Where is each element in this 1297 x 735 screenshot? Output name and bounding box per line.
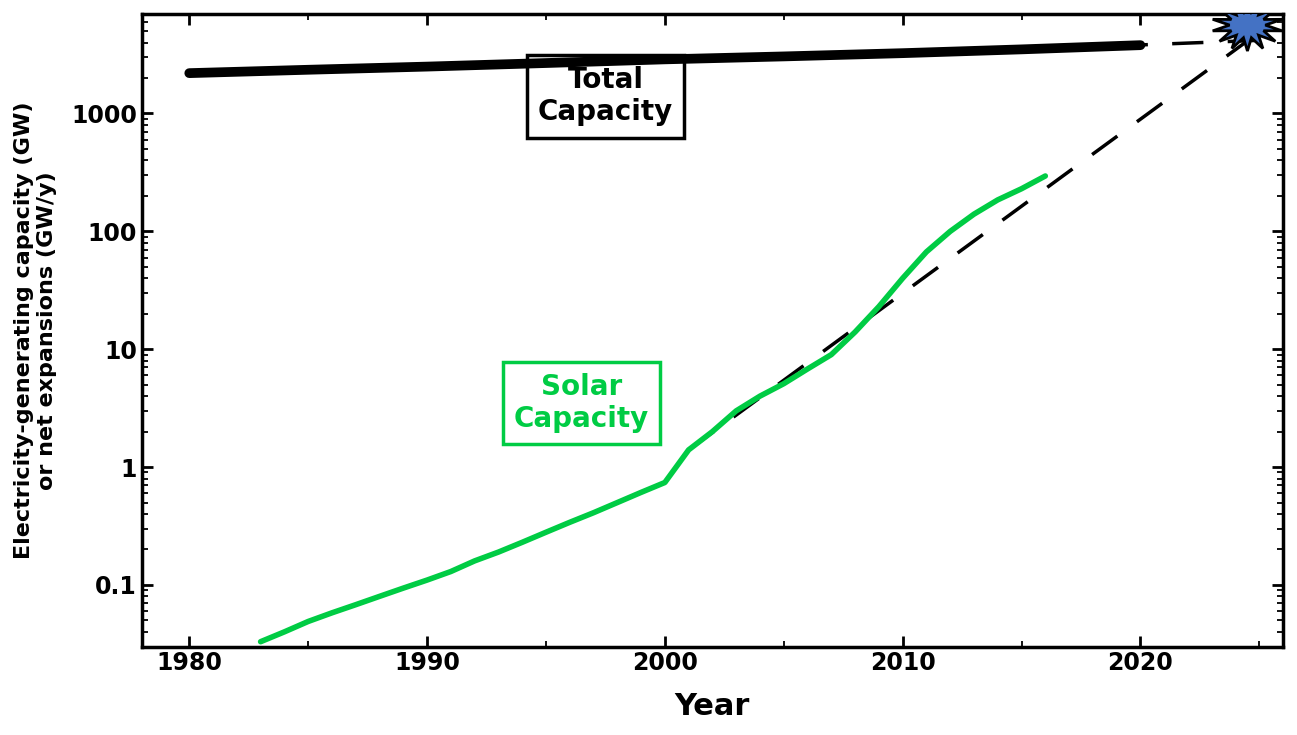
Text: Total
Capacity: Total Capacity (538, 66, 673, 126)
Text: Solar
Capacity: Solar Capacity (514, 373, 650, 433)
Polygon shape (1213, 0, 1283, 51)
X-axis label: Year: Year (674, 692, 750, 721)
Y-axis label: Electricity-generating capacity (GW)
or net expansions (GW/y): Electricity-generating capacity (GW) or … (14, 101, 57, 559)
